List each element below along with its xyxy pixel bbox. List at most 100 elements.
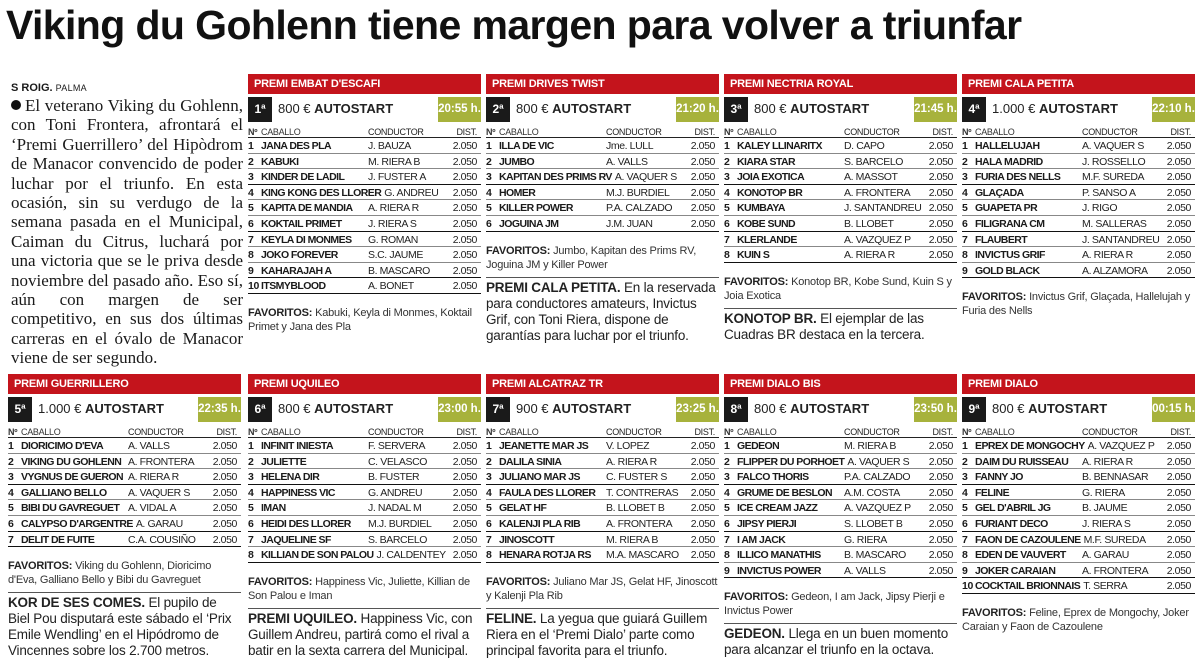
entry-number: 5 bbox=[962, 502, 968, 515]
horse-name: CALYPSO D'ARGENTRE bbox=[21, 517, 133, 530]
entry-number: 1 bbox=[724, 140, 730, 152]
distance: 2.050 bbox=[928, 533, 954, 546]
table-row: 6 FILIGRANA CM M. SALLERAS 2.050 bbox=[962, 216, 1195, 232]
table-row: 5 KAPITA DE MANDIA A. RIERA R 2.050 bbox=[248, 200, 481, 216]
entry-number: 3 bbox=[486, 171, 492, 184]
distance: 2.050 bbox=[452, 486, 478, 499]
table-row: 2 JULIETTE C. VELASCO 2.050 bbox=[248, 454, 481, 470]
driver-name: A. VAQUER S bbox=[847, 455, 910, 468]
entry-number: 7 bbox=[248, 533, 254, 546]
driver-name: A. RIERA R bbox=[1082, 249, 1133, 262]
horse-name: KLERLANDE bbox=[737, 233, 797, 246]
favorites: FAVORITOS: Kabuki, Keyla di Monmes, Kokt… bbox=[248, 306, 481, 334]
favorites-label: FAVORITOS: bbox=[724, 591, 789, 604]
col-dist: DIST. bbox=[1170, 427, 1191, 437]
column-headers: Nº CABALLO CONDUCTOR DIST. bbox=[724, 424, 957, 438]
entry-number: 6 bbox=[962, 517, 968, 530]
driver-name: D. CAPO bbox=[844, 140, 885, 152]
favorites-label: FAVORITOS: bbox=[724, 275, 789, 288]
distance: 2.050 bbox=[452, 217, 478, 230]
distance: 2.050 bbox=[1166, 155, 1192, 168]
distance: 2.050 bbox=[928, 486, 954, 499]
race-info: 3ª 800 € AUTOSTART 21:45 h. bbox=[724, 97, 957, 122]
col-driver: CONDUCTOR bbox=[368, 427, 424, 437]
entry-number: 2 bbox=[724, 155, 730, 168]
entry-number: 1 bbox=[486, 140, 492, 152]
horse-name: GEDEON bbox=[737, 440, 780, 452]
table-row: 6 KALENJI PLA RIB A. FRONTERA 2.050 bbox=[486, 516, 719, 532]
driver-name: M. RIERA B bbox=[368, 155, 421, 168]
driver-name: A. VAQUER S bbox=[128, 486, 190, 499]
distance: 2.050 bbox=[212, 486, 238, 499]
favorites-label: FAVORITOS: bbox=[248, 575, 313, 588]
table-row: 1 EPREX DE MONGOCHY A. VAZQUEZ P 2.050 bbox=[962, 438, 1195, 454]
entry-number: 5 bbox=[248, 202, 254, 215]
table-row: 3 HELENA DIR B. FUSTER 2.050 bbox=[248, 469, 481, 485]
driver-name: B. LLOBET B bbox=[606, 502, 665, 515]
favorites: FAVORITOS: Gedeon, I am Jack, Jipsy Pier… bbox=[724, 590, 957, 618]
horse-name: EDEN DE VAUVERT bbox=[975, 549, 1066, 562]
table-row: 6 FURIANT DECO J. RIERA S 2.050 bbox=[962, 516, 1195, 532]
start-type: AUTOSTART bbox=[1028, 401, 1108, 416]
driver-name: A. RIERA R bbox=[1082, 455, 1133, 468]
race-order-badge: 3ª bbox=[724, 97, 748, 122]
note-text: Happiness Vic, con Guillem Andreu, parti… bbox=[248, 610, 473, 658]
horse-name: HALA MADRID bbox=[975, 155, 1043, 168]
entry-number: 1 bbox=[8, 440, 14, 452]
col-driver: CONDUCTOR bbox=[1082, 127, 1138, 137]
table-row: 5 IMAN J. NADAL M 2.050 bbox=[248, 500, 481, 516]
table-row: 1 GEDEON M. RIERA B 2.050 bbox=[724, 438, 957, 454]
column-headers: Nº CABALLO CONDUCTOR DIST. bbox=[724, 124, 957, 138]
distance: 2.050 bbox=[690, 140, 716, 152]
horse-name: FILIGRANA CM bbox=[975, 217, 1045, 230]
favorites: FAVORITOS: Jumbo, Kapitan des Prims RV, … bbox=[486, 244, 719, 272]
driver-name: A. VIDAL A bbox=[128, 502, 177, 515]
column-headers: Nº CABALLO CONDUCTOR DIST. bbox=[962, 424, 1195, 438]
horse-name: JINOSCOTT bbox=[499, 533, 555, 546]
race-card: PREMI ALCATRAZ TR 7ª 900 € AUTOSTART 23:25 … bbox=[486, 374, 719, 659]
driver-name: A.M. COSTA bbox=[844, 486, 900, 499]
col-horse: CABALLO bbox=[261, 127, 301, 137]
entry-number: 8 bbox=[724, 249, 730, 262]
driver-name: J. RIERA S bbox=[1082, 517, 1131, 530]
col-num: Nº bbox=[724, 427, 734, 437]
horse-name: KINDER DE LADIL bbox=[261, 171, 345, 184]
col-dist: DIST. bbox=[932, 427, 953, 437]
favorites: FAVORITOS: Konotop BR, Kobe Sund, Kuin S… bbox=[724, 275, 957, 303]
prize-amount: 800 € bbox=[754, 401, 787, 416]
table-row: 4 HOMER M.J. BURDIEL 2.050 bbox=[486, 185, 719, 201]
table-row: 2 DAIM DU RUISSEAU A. RIERA R 2.050 bbox=[962, 454, 1195, 470]
driver-name: S. LLOBET B bbox=[844, 517, 903, 530]
driver-name: M. SALLERAS bbox=[1082, 217, 1147, 230]
col-dist: DIST. bbox=[694, 427, 715, 437]
entry-number: 9 bbox=[962, 564, 968, 577]
distance: 2.050 bbox=[1166, 455, 1192, 468]
table-row: 2 HALA MADRID J. ROSSELLO 2.050 bbox=[962, 154, 1195, 170]
horse-name: KING KONG DES LLORER bbox=[261, 186, 382, 199]
col-driver: CONDUCTOR bbox=[606, 127, 662, 137]
driver-name: A. VAZQUEZ P bbox=[844, 233, 911, 246]
entry-number: 2 bbox=[486, 155, 492, 168]
driver-name: A. FRONTERA bbox=[1082, 564, 1149, 577]
entry-number: 2 bbox=[962, 155, 968, 168]
driver-name: M. RIERA B bbox=[606, 533, 659, 546]
table-row: 10 ITSMYBLOOD A. BONET 2.050 bbox=[248, 278, 481, 294]
horse-name: DELIT DE FUITE bbox=[21, 533, 95, 546]
race-time: 22:35 h. bbox=[198, 397, 241, 422]
driver-name: M. RIERA B bbox=[844, 440, 897, 452]
table-row: 5 GUAPETA PR J. RIGO 2.050 bbox=[962, 200, 1195, 216]
race-info: 2ª 800 € AUTOSTART 21:20 h. bbox=[486, 97, 719, 122]
horse-name: ILLICO MANATHIS bbox=[737, 549, 821, 562]
horse-name: I AM JACK bbox=[737, 533, 786, 546]
table-row: 1 KALEY LLINARITX D. CAPO 2.050 bbox=[724, 138, 957, 154]
table-row: 3 FANNY JO B. BENNASAR 2.050 bbox=[962, 469, 1195, 485]
horse-name: KAPITAN DES PRIMS RV bbox=[499, 171, 612, 184]
table-row: 6 JOGUINA JM J.M. JUAN 2.050 bbox=[486, 216, 719, 232]
race-time: 21:20 h. bbox=[676, 97, 719, 122]
distance: 2.050 bbox=[928, 249, 954, 262]
race-info: 5ª 1.000 € AUTOSTART 22:35 h. bbox=[8, 397, 241, 422]
col-num: Nº bbox=[248, 427, 258, 437]
table-row: 5 BIBI DU GAVREGUET A. VIDAL A 2.050 bbox=[8, 500, 241, 516]
horse-name: GRUME DE BESLON bbox=[737, 486, 833, 499]
entry-number: 7 bbox=[724, 233, 730, 246]
